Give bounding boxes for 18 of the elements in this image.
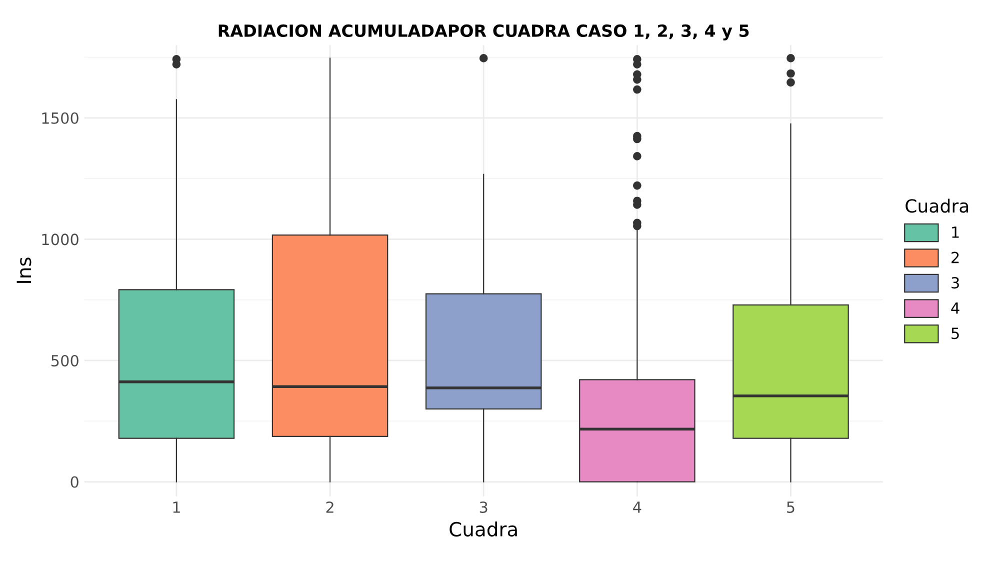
x-tick-label: 1 — [173, 502, 180, 513]
legend-label: 1 — [952, 226, 959, 238]
x-axis-title: Cuadra — [450, 522, 517, 537]
y-axis-title: Ins — [16, 258, 32, 283]
legend-title: Cuadra — [906, 198, 968, 213]
legend-label: 2 — [952, 252, 959, 264]
chart-title: RADIACION ACUMULADAPOR CUADRA CASO 1, 2, 3, 4 y 5 — [218, 24, 749, 40]
legend-label: 4 — [951, 302, 960, 314]
y-tick-label: 0 — [70, 476, 78, 488]
x-tick-label: 3 — [480, 501, 488, 514]
y-tick-label: 500 — [51, 354, 78, 366]
legend-label: 3 — [952, 277, 959, 289]
y-tick-label: 1000 — [42, 234, 78, 246]
x-tick-label: 5 — [787, 502, 794, 514]
x-tick-label: 4 — [633, 502, 642, 513]
x-tick-label: 2 — [326, 501, 334, 513]
legend-label: 5 — [952, 328, 959, 340]
y-tick-label: 1500 — [42, 112, 78, 124]
